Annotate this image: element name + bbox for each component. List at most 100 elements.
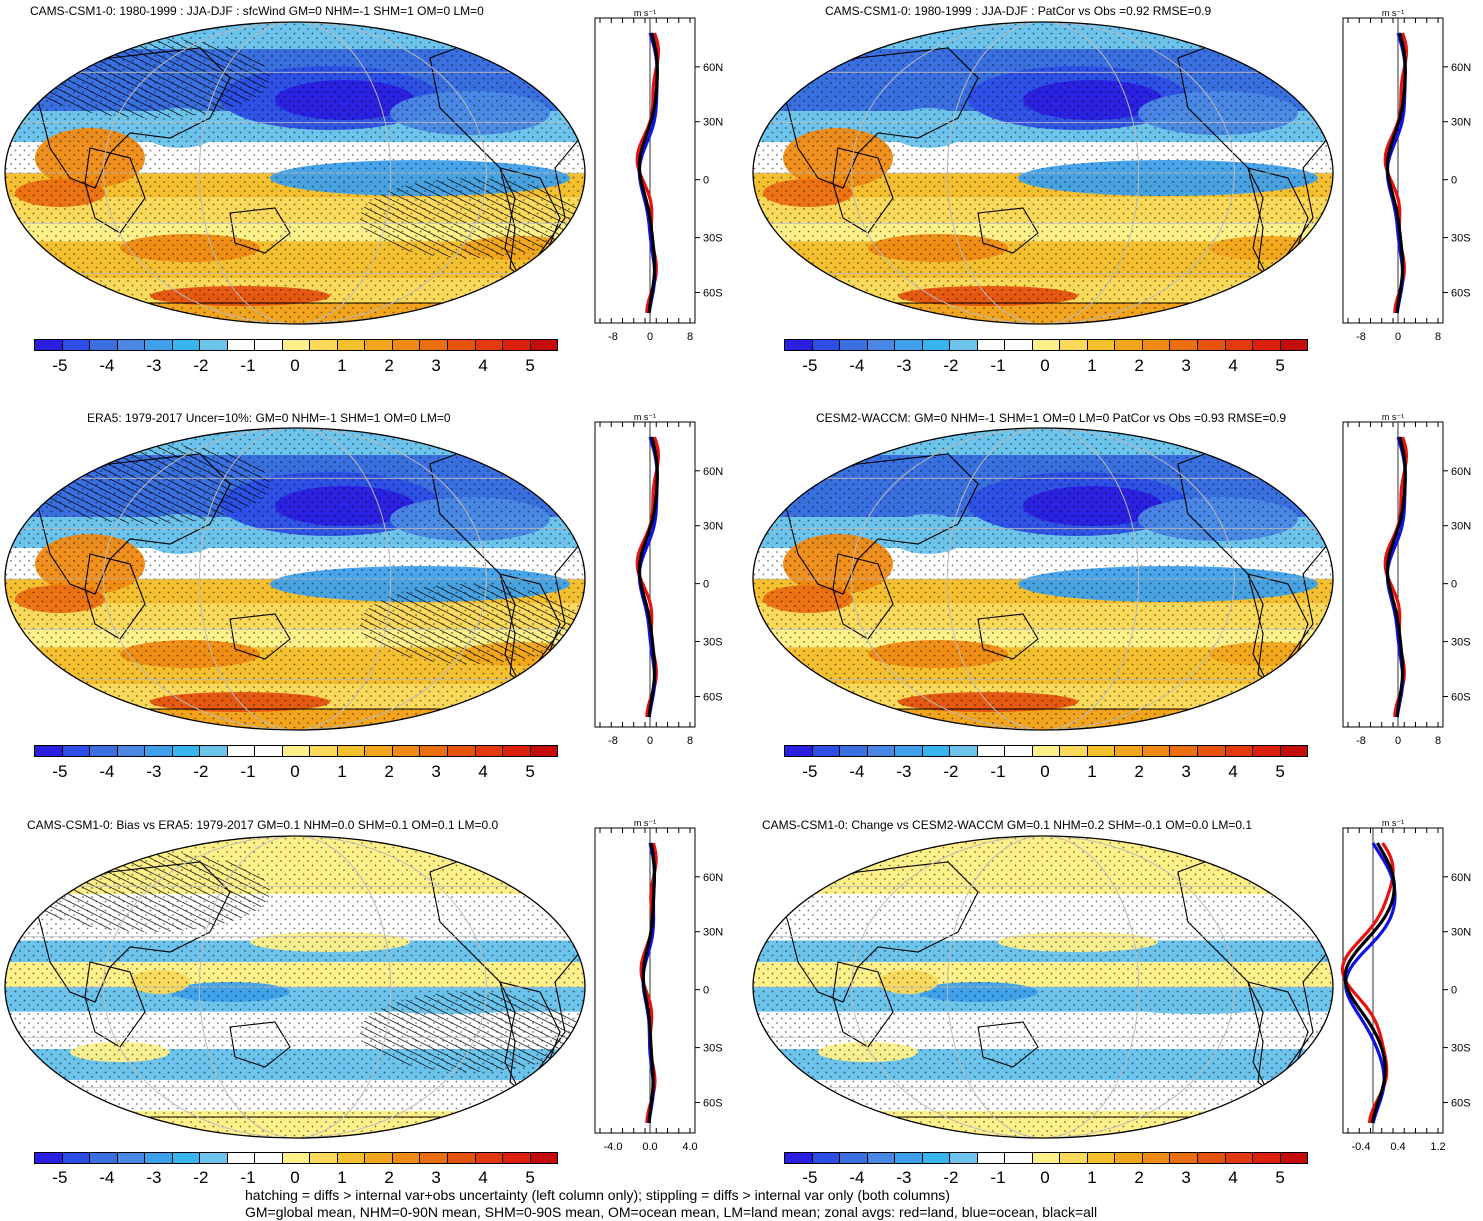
zonal-curve <box>1343 842 1397 1124</box>
footer-line-1: hatching = diffs > internal var+obs unce… <box>245 1187 950 1203</box>
colorbar-label: 3 <box>1181 356 1191 375</box>
colorbar-swatch <box>144 746 172 756</box>
colorbar-label: 0 <box>290 1168 300 1187</box>
colorbar-swatch <box>1086 1153 1115 1163</box>
zonal-unit: m s⁻¹ <box>1382 818 1404 828</box>
panel-5-map <box>4 835 586 1139</box>
colorbar-label: -4 <box>99 1168 115 1187</box>
colorbar-swatch <box>866 1153 895 1163</box>
panel-5-zonal-plot: m s⁻¹ -4.0 0.0 4.0 60N 30N 0 30S 60S <box>594 818 723 1153</box>
colorbar-swatch <box>839 340 867 350</box>
colorbar-label: -4 <box>99 356 115 375</box>
colorbar-label: 4 <box>478 356 488 375</box>
panel-6-colorbar <box>784 1152 1308 1164</box>
zonal-xtick-label: 8 <box>1435 331 1441 343</box>
colorbar-label: -5 <box>52 1168 68 1187</box>
colorbar-swatch <box>1031 746 1060 756</box>
zonal-lat-label: 60S <box>703 288 723 300</box>
colorbar-swatch <box>1141 746 1170 756</box>
zonal-xtick-label: -8 <box>608 735 618 747</box>
colorbar-swatch <box>1141 1153 1170 1163</box>
colorbar-swatch <box>839 746 867 756</box>
colorbar-swatch <box>1114 1153 1142 1163</box>
colorbar-swatch <box>1004 340 1032 350</box>
zonal-lat-label: 0 <box>703 175 709 187</box>
colorbar-swatch <box>474 746 503 756</box>
colorbar-swatch <box>281 746 310 756</box>
zonal-lat-label: 60S <box>1451 288 1471 300</box>
colorbar-label: -2 <box>193 1168 209 1187</box>
zonal-lat-label: 30N <box>703 117 723 129</box>
colorbar-swatch <box>336 1153 365 1163</box>
colorbar-swatch <box>976 340 1005 350</box>
colorbar-label: -4 <box>849 762 865 781</box>
panel-2-map <box>752 21 1334 325</box>
colorbar-swatch <box>171 746 200 756</box>
colorbar-swatch <box>1059 1153 1087 1163</box>
colorbar-swatch <box>976 746 1005 756</box>
colorbar-label: -2 <box>943 356 959 375</box>
colorbar-swatch <box>364 746 392 756</box>
colorbar-swatch <box>336 746 365 756</box>
colorbar-swatch <box>89 340 117 350</box>
zonal-unit: m s⁻¹ <box>1382 8 1404 18</box>
colorbar-swatch <box>419 340 447 350</box>
colorbar-swatch <box>921 746 950 756</box>
map-border <box>4 835 586 1139</box>
zonal-curve <box>637 436 659 718</box>
colorbar-swatch <box>391 340 420 350</box>
zonal-lat-label: 0 <box>1451 985 1457 997</box>
zonal-lat-label: 0 <box>1451 175 1457 187</box>
colorbar-swatch <box>976 1153 1005 1163</box>
colorbar-swatch <box>254 746 282 756</box>
colorbar-swatch <box>1031 340 1060 350</box>
colorbar-swatch <box>116 746 145 756</box>
zonal-lat-label: 60S <box>703 692 723 704</box>
zonal-frame <box>594 17 696 324</box>
colorbar-label: 5 <box>1275 762 1285 781</box>
zonal-unit: m s⁻¹ <box>1382 412 1404 422</box>
colorbar-swatch <box>502 746 530 756</box>
colorbar-label: 1 <box>1087 1168 1097 1187</box>
colorbar-label: -5 <box>52 762 68 781</box>
panel-2-colorbar-labels: -5 -4 -3 -2 -1 0 1 2 3 4 5 <box>784 356 1306 378</box>
colorbar-label: -2 <box>943 762 959 781</box>
footer-line-2: GM=global mean, NHM=0-90N mean, SHM=0-90… <box>245 1204 1098 1220</box>
colorbar-label: -5 <box>802 1168 818 1187</box>
colorbar-swatch <box>89 1153 117 1163</box>
zonal-lat-label: 60N <box>703 872 723 884</box>
colorbar-swatch <box>502 340 530 350</box>
colorbar-swatch <box>171 1153 200 1163</box>
zonal-xtick-label: -8 <box>608 331 618 343</box>
colorbar-swatch <box>894 746 922 756</box>
colorbar-swatch <box>1224 340 1253 350</box>
zonal-xtick-label: -8 <box>1356 331 1366 343</box>
zonal-unit: m s⁻¹ <box>634 818 656 828</box>
colorbar-swatch <box>309 746 337 756</box>
zonal-lat-label: 30S <box>703 1043 723 1055</box>
zonal-xtick-label: -8 <box>1356 735 1366 747</box>
panel-3-title: ERA5: 1979-2017 Uncer=10%: GM=0 NHM=-1 S… <box>87 411 451 425</box>
zonal-xtick-label: 8 <box>687 735 693 747</box>
colorbar-label: -3 <box>146 1168 162 1187</box>
colorbar-label: -2 <box>943 1168 959 1187</box>
colorbar-swatch <box>1196 1153 1225 1163</box>
colorbar-label: -1 <box>990 762 1006 781</box>
panel-4-colorbar-labels: -5 -4 -3 -2 -1 0 1 2 3 4 5 <box>784 762 1306 784</box>
zonal-unit: m s⁻¹ <box>634 8 656 18</box>
zonal-xtick-label: 8 <box>1435 735 1441 747</box>
colorbar-swatch <box>116 340 145 350</box>
panel-5-title: CAMS-CSM1-0: Bias vs ERA5: 1979-2017 GM=… <box>27 818 499 832</box>
zonal-xtick-label: 8 <box>687 331 693 343</box>
colorbar-swatch <box>199 746 227 756</box>
colorbar-swatch <box>921 340 950 350</box>
colorbar-swatch <box>364 340 392 350</box>
zonal-lat-label: 60S <box>1451 1098 1471 1110</box>
zonal-xtick-label: 0 <box>647 331 653 343</box>
colorbar-label: -5 <box>52 356 68 375</box>
zonal-curve <box>1343 842 1396 1124</box>
colorbar-label: 2 <box>1134 356 1144 375</box>
colorbar-swatch <box>281 340 310 350</box>
panel-5-colorbar <box>34 1152 558 1164</box>
zonal-frame <box>1342 421 1444 728</box>
